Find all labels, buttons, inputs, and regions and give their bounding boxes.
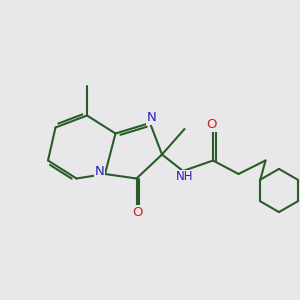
Text: N: N <box>95 165 104 178</box>
Text: NH: NH <box>176 170 193 184</box>
Text: O: O <box>206 118 217 131</box>
Text: N: N <box>147 111 156 124</box>
Text: O: O <box>132 206 142 219</box>
